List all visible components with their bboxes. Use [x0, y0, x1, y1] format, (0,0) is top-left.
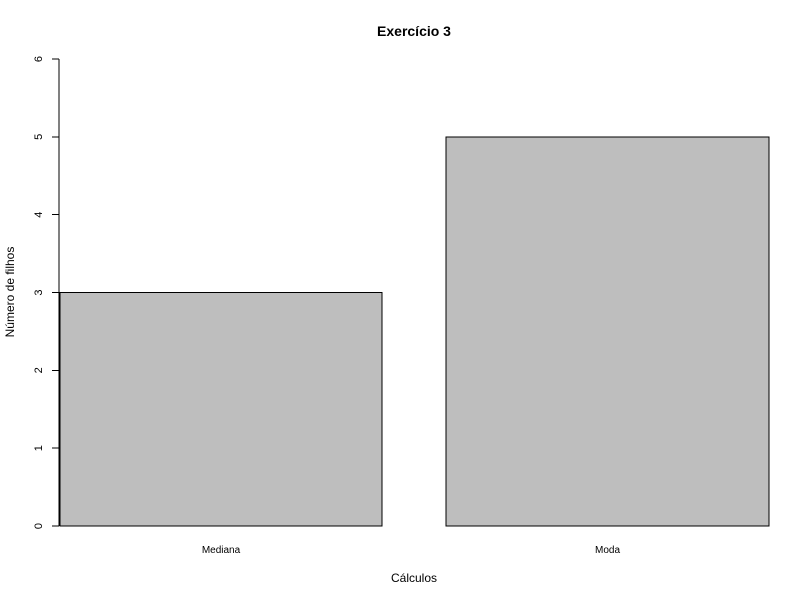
- y-tick-label: 3: [33, 289, 45, 295]
- bar-moda: [445, 136, 770, 527]
- y-tick-label: 4: [33, 212, 45, 218]
- y-axis-label: Número de filhos: [3, 247, 17, 338]
- y-tick-label: 5: [33, 134, 45, 140]
- x-axis-label: Cálculos: [391, 571, 437, 585]
- x-axis-category-labels: Mediana Moda: [202, 545, 621, 556]
- y-axis: 0 1 2 3 4 5 6: [33, 56, 60, 529]
- y-tick-label: 0: [33, 523, 45, 529]
- y-tick-label: 6: [33, 56, 45, 62]
- chart-title: Exercício 3: [377, 23, 451, 39]
- y-tick-label: 1: [33, 445, 45, 451]
- x-category-label: Moda: [595, 545, 620, 556]
- bar-group: [59, 136, 770, 527]
- y-tick-label: 2: [33, 367, 45, 373]
- x-category-label: Mediana: [202, 545, 241, 556]
- bar-mediana: [59, 292, 383, 527]
